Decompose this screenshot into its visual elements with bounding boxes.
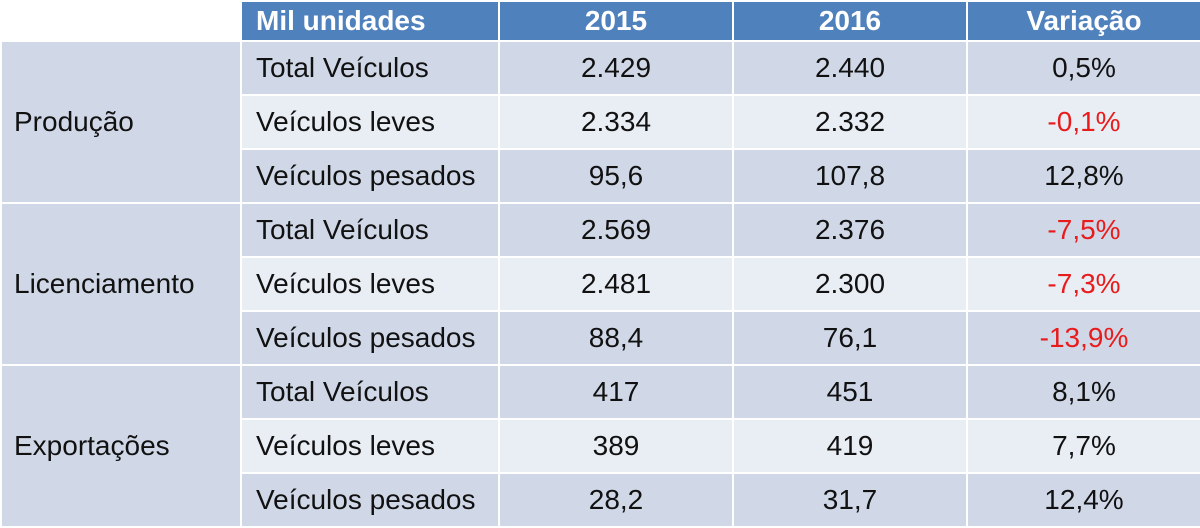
variation-cell: -13,9% bbox=[966, 310, 1200, 366]
item-cell: Veículos pesados bbox=[240, 148, 500, 204]
item-cell: Veículos leves bbox=[240, 256, 500, 312]
variation-cell: 0,5% bbox=[966, 40, 1200, 96]
table-row: Exportações Total Veículos 417 451 8,1% bbox=[0, 364, 1200, 528]
value-2016-cell: 2.300 bbox=[732, 256, 968, 312]
item-cell: Veículos pesados bbox=[240, 472, 500, 528]
value-2016-cell: 2.440 bbox=[732, 40, 968, 96]
table-row: Veículos leves 389 419 7,7% bbox=[1, 418, 1200, 474]
table-row: Veículos pesados 28,2 31,7 12,4% bbox=[1, 472, 1200, 528]
item-cell: Veículos leves bbox=[240, 94, 500, 150]
table-header: Mil unidades 2015 2016 Variação bbox=[0, 0, 1200, 42]
item-cell: Total Veículos bbox=[240, 40, 500, 96]
item-cell: Total Veículos bbox=[240, 364, 500, 420]
value-2015-cell: 88,4 bbox=[498, 310, 734, 366]
table-row: Veículos leves 2.481 2.300 -7,3% bbox=[1, 256, 1200, 312]
table-row: Veículos pesados 95,6 107,8 12,8% bbox=[1, 148, 1200, 204]
variation-cell: -0,1% bbox=[966, 94, 1200, 150]
header-cell-unit: Mil unidades bbox=[240, 0, 500, 42]
table-row: Licenciamento Total Veículos 2.569 2.376 -7,… bbox=[0, 202, 1200, 366]
value-2015-cell: 2.334 bbox=[498, 94, 734, 150]
value-2015-cell: 389 bbox=[498, 418, 734, 474]
category-cell: Licenciamento bbox=[0, 202, 242, 366]
table-row: Produção Total Veículos 2.429 2.440 0,5% bbox=[0, 40, 1200, 204]
header-cell-2015: 2015 bbox=[498, 0, 734, 42]
value-2015-cell: 2.569 bbox=[498, 202, 734, 258]
value-2016-cell: 107,8 bbox=[732, 148, 968, 204]
value-2016-cell: 419 bbox=[732, 418, 968, 474]
table-row: Veículos pesados 88,4 76,1 -13,9% bbox=[1, 310, 1200, 366]
table-body: Produção Total Veículos 2.429 2.440 0,5% Veíc… bbox=[0, 40, 1200, 528]
variation-cell: 12,4% bbox=[966, 472, 1200, 528]
value-2016-cell: 2.332 bbox=[732, 94, 968, 150]
variation-cell: 8,1% bbox=[966, 364, 1200, 420]
value-2016-cell: 31,7 bbox=[732, 472, 968, 528]
value-2015-cell: 95,6 bbox=[498, 148, 734, 204]
header-cell-category bbox=[0, 0, 242, 42]
item-cell: Veículos leves bbox=[240, 418, 500, 474]
value-2015-cell: 28,2 bbox=[498, 472, 734, 528]
header-cell-2016: 2016 bbox=[732, 0, 968, 42]
variation-cell: 12,8% bbox=[966, 148, 1200, 204]
category-cell: Produção bbox=[0, 40, 242, 204]
category-cell: Exportações bbox=[0, 364, 242, 528]
value-2016-cell: 2.376 bbox=[732, 202, 968, 258]
header-row: Mil unidades 2015 2016 Variação bbox=[0, 0, 1200, 42]
variation-cell: -7,5% bbox=[966, 202, 1200, 258]
value-2016-cell: 451 bbox=[732, 364, 968, 420]
variation-cell: -7,3% bbox=[966, 256, 1200, 312]
value-2015-cell: 2.481 bbox=[498, 256, 734, 312]
table-row: Veículos leves 2.334 2.332 -0,1% bbox=[1, 94, 1200, 150]
header-cell-variation: Variação bbox=[966, 0, 1200, 42]
value-2016-cell: 76,1 bbox=[732, 310, 968, 366]
variation-cell: 7,7% bbox=[966, 418, 1200, 474]
value-2015-cell: 2.429 bbox=[498, 40, 734, 96]
item-cell: Total Veículos bbox=[240, 202, 500, 258]
value-2015-cell: 417 bbox=[498, 364, 734, 420]
item-cell: Veículos pesados bbox=[240, 310, 500, 366]
